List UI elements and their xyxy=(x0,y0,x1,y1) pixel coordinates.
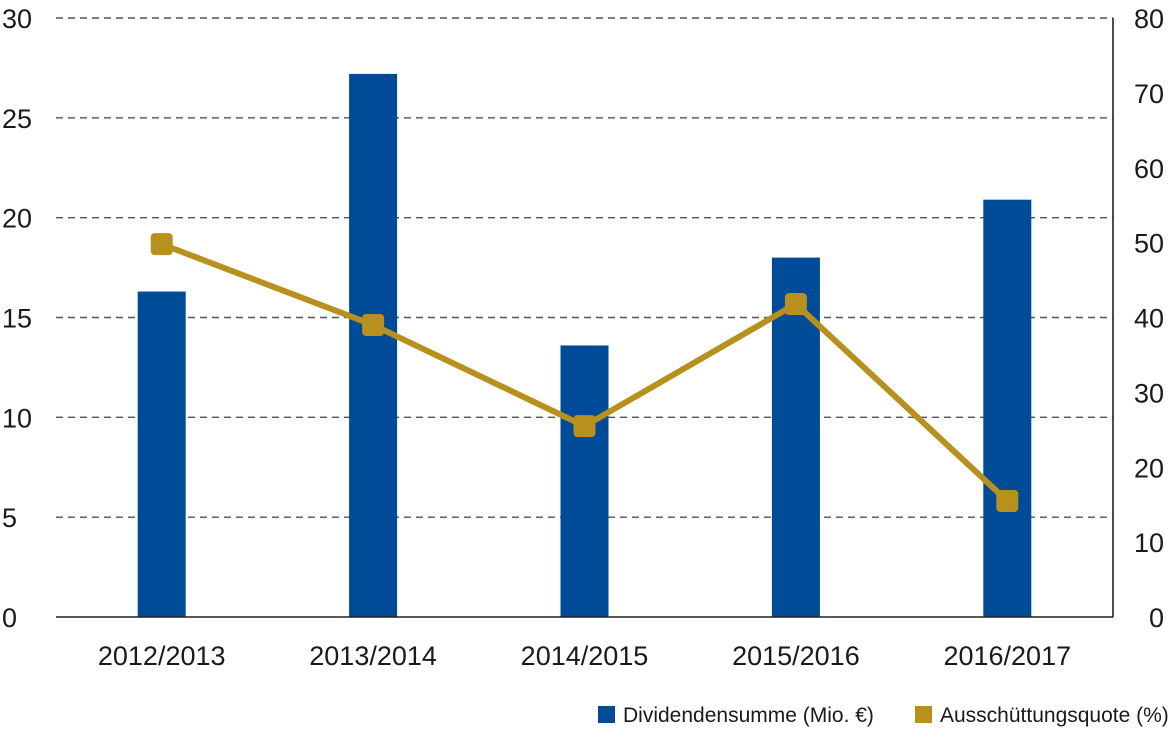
right-tick-label: 0 xyxy=(1149,603,1164,633)
left-tick-label: 10 xyxy=(2,403,32,433)
category-label: 2012/2013 xyxy=(98,641,226,671)
point-2015/2016 xyxy=(784,293,807,316)
left-tick-label: 15 xyxy=(2,304,32,334)
right-axis-ticks: 0 10 20 30 40 50 60 70 80 xyxy=(1134,4,1164,633)
right-tick-label: 30 xyxy=(1134,378,1164,408)
right-tick-label: 40 xyxy=(1134,304,1164,334)
category-label: 2014/2015 xyxy=(521,641,649,671)
category-label: 2016/2017 xyxy=(943,641,1071,671)
bar-2016/2017 xyxy=(983,199,1032,618)
category-label: 2013/2014 xyxy=(309,641,437,671)
left-tick-label: 0 xyxy=(2,603,17,633)
legend-label-bar: Dividendensumme (Mio. €) xyxy=(623,704,874,727)
left-tick-label: 25 xyxy=(2,104,32,134)
point-2013/2014 xyxy=(362,313,385,336)
right-tick-label: 20 xyxy=(1134,453,1164,483)
bar-series xyxy=(137,73,1032,618)
left-tick-label: 5 xyxy=(2,503,17,533)
category-labels: 2012/2013 2013/2014 2014/2015 2015/2016 2016… xyxy=(98,641,1071,671)
point-2016/2017 xyxy=(996,489,1019,512)
right-tick-label: 60 xyxy=(1134,154,1164,184)
right-tick-label: 80 xyxy=(1134,4,1164,34)
right-tick-label: 10 xyxy=(1134,528,1164,558)
bar-2013/2014 xyxy=(349,73,398,617)
category-label: 2015/2016 xyxy=(732,641,860,671)
point-2012/2013 xyxy=(150,233,173,256)
legend-swatch-line xyxy=(915,706,932,723)
legend-swatch-bar xyxy=(598,706,615,723)
left-axis-ticks: 0 5 10 15 20 25 30 xyxy=(2,4,32,633)
legend-label-line: Ausschüttungsquote (%) xyxy=(940,704,1169,727)
right-tick-label: 70 xyxy=(1134,79,1164,109)
left-tick-label: 20 xyxy=(2,204,32,234)
legend: Dividendensumme (Mio. €) Ausschüttungsqu… xyxy=(598,704,1169,727)
line-series xyxy=(150,233,1019,512)
left-tick-label: 30 xyxy=(2,4,32,34)
bar-2012/2013 xyxy=(137,291,186,617)
right-tick-label: 50 xyxy=(1134,229,1164,259)
bar-2014/2015 xyxy=(560,345,609,617)
point-2014/2015 xyxy=(573,415,596,438)
